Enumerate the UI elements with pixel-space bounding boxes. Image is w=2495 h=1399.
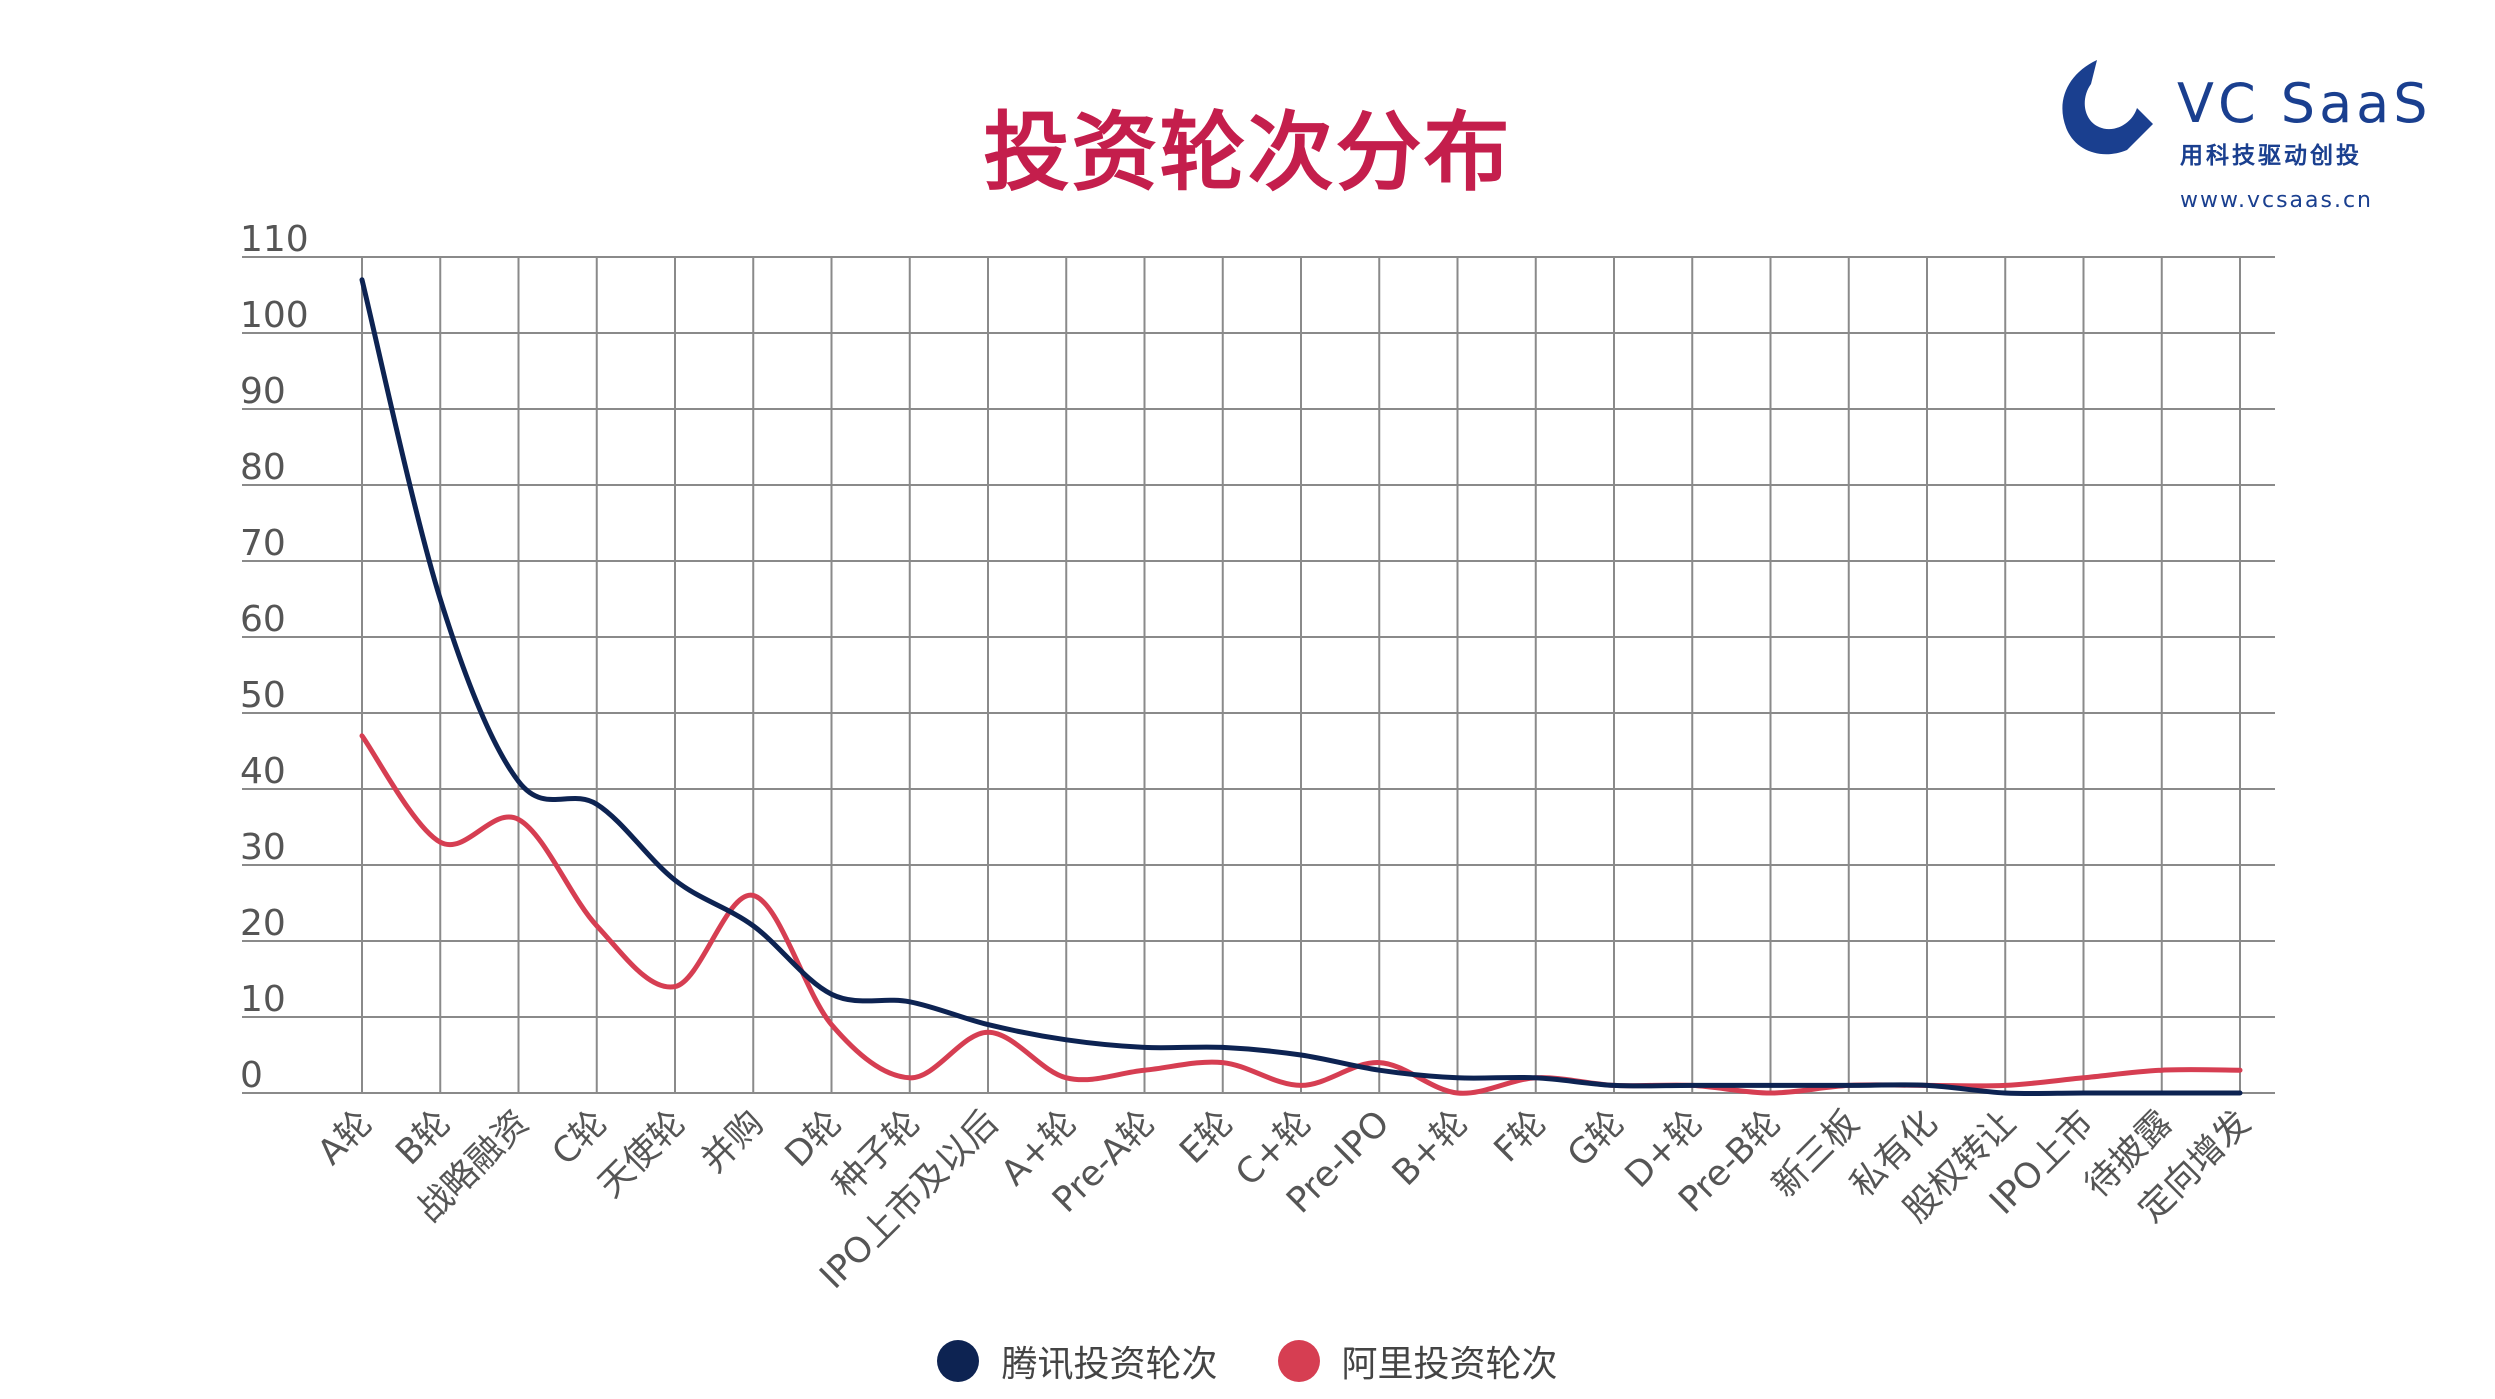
y-tick-label: 70 [240, 523, 286, 564]
data-point [908, 1076, 912, 1080]
data-point [830, 992, 833, 996]
line-chart: 0102030405060708090100110 A轮 B轮战略融资 C轮天使轮并… [240, 219, 2275, 1297]
data-point [1456, 1076, 1459, 1080]
data-point [1143, 1068, 1146, 1072]
data-point [751, 924, 755, 928]
data-point [517, 779, 520, 783]
data-point [673, 985, 677, 989]
data-point [1847, 1083, 1851, 1087]
data-point [2003, 1091, 2007, 1095]
data-point [1925, 1083, 1929, 1087]
y-tick-label: 50 [240, 675, 286, 716]
brand-url: www.vcsaas.cn [2180, 188, 2373, 213]
brand-tagline: 用科技驱动创投 [2180, 143, 2362, 169]
x-tick-label: F轮 [1487, 1103, 1554, 1170]
data-point [1534, 1076, 1538, 1080]
data-point [1769, 1091, 1772, 1095]
x-tick-label: 新三板 [1765, 1103, 1868, 1206]
data-point [673, 878, 677, 882]
y-tick-label: 90 [240, 371, 286, 412]
data-point [2082, 1091, 2085, 1095]
data-point [517, 817, 520, 821]
y-axis-ticks: 0 10 20 30 40 50 60 70 80 90 100 110 [240, 219, 309, 1096]
data-point [986, 1023, 990, 1027]
y-tick-label: 100 [240, 295, 309, 336]
data-point [438, 840, 442, 844]
data-point [1612, 1083, 1616, 1087]
vcsaas-logo-icon [2062, 60, 2153, 155]
data-point [1690, 1083, 1694, 1087]
data-point [360, 734, 364, 738]
data-point [1377, 1068, 1381, 1072]
data-point [2238, 1068, 2242, 1072]
data-point [1143, 1045, 1146, 1049]
x-tick-label: 天使轮 [591, 1103, 694, 1206]
legend-item-alibaba: 阿里投资轮次 [1277, 1335, 1558, 1387]
x-tick-label: 并购 [694, 1103, 772, 1181]
data-point [595, 802, 599, 806]
y-tick-label: 80 [240, 447, 286, 488]
y-tick-label: 110 [240, 219, 309, 260]
series-line-tencent [359, 277, 2243, 1097]
data-point [1299, 1083, 1303, 1087]
data-point [2160, 1091, 2164, 1095]
data-point [1377, 1061, 1381, 1065]
y-tick-label: 10 [240, 979, 286, 1020]
legend-label-alibaba: 阿里投资轮次 [1341, 1344, 1558, 1385]
data-point [1064, 1076, 1068, 1080]
data-point [986, 1030, 990, 1034]
data-point [1221, 1061, 1225, 1065]
legend-label-tencent: 腾讯投资轮次 [1001, 1344, 1218, 1385]
data-point [908, 1000, 912, 1004]
y-tick-label: 0 [240, 1055, 263, 1096]
data-point [751, 893, 755, 897]
page-title: 投资轮次分布 [983, 103, 1512, 203]
series-lines [359, 277, 2243, 1097]
data-point [1064, 1038, 1068, 1042]
data-point [2082, 1076, 2085, 1080]
data-point [1456, 1091, 1459, 1095]
legend-swatch-tencent [937, 1340, 980, 1382]
data-point [2160, 1068, 2164, 1072]
data-point [360, 278, 364, 282]
data-point [595, 924, 599, 928]
y-tick-label: 20 [240, 903, 286, 944]
data-point [438, 597, 442, 601]
data-point [1221, 1045, 1225, 1049]
data-point [2003, 1083, 2007, 1087]
legend-swatch-alibaba [1277, 1340, 1320, 1382]
brand-name: VC SaaS [2177, 72, 2432, 135]
data-point [2238, 1091, 2242, 1095]
x-tick-label: B+轮 [1385, 1103, 1476, 1194]
chart-legend: 腾讯投资轮次 阿里投资轮次 [0, 1335, 2495, 1387]
y-tick-label: 40 [240, 751, 286, 792]
company-logo: VC SaaS 用科技驱动创投 www.vcsaas.cn [2045, 52, 2465, 222]
chart-grid [242, 256, 2275, 1094]
y-tick-label: 30 [240, 827, 286, 868]
legend-item-tencent: 腾讯投资轮次 [937, 1335, 1218, 1387]
data-point [1299, 1053, 1303, 1057]
x-tick-label: A轮 [310, 1103, 380, 1173]
x-tick-label: E轮 [1172, 1103, 1241, 1172]
y-tick-label: 60 [240, 599, 286, 640]
data-point [1769, 1083, 1772, 1087]
data-point [830, 1023, 833, 1027]
